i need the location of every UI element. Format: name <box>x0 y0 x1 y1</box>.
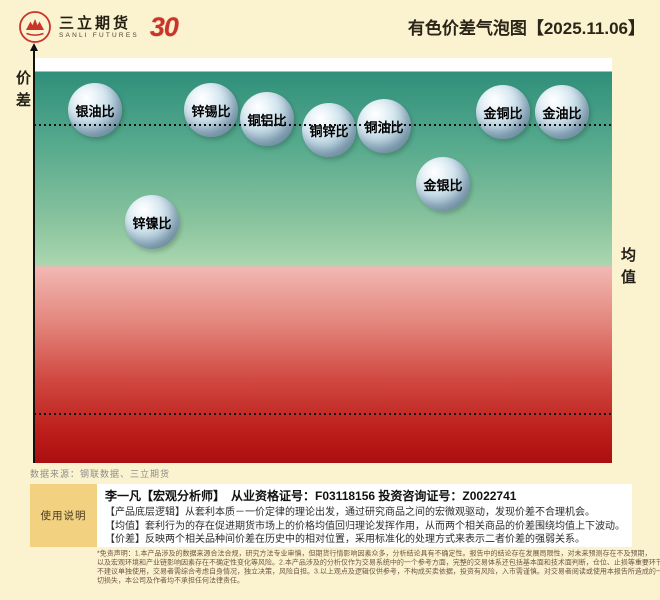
disclaimer-line: 切损失，本公司及作者均不承担任何法律责任。 <box>97 577 244 585</box>
bubble-label: 金银比 <box>423 177 463 193</box>
disclaimer-line: 以及宏观环境和产业链影响因素存在不确定性变化等风险。2.本产品涉及的分析仅作为交… <box>97 558 660 567</box>
bubble-金铜比: 金铜比 <box>476 85 530 139</box>
lower-reference-line <box>34 413 612 415</box>
bubble-label: 锌锡比 <box>191 103 231 119</box>
disclaimer-line: 不建议单独使用，交易者需综合考虑自身情况，独立决策，风险自担。3.以上观点及逻辑… <box>97 567 660 576</box>
bubble-铜铝比: 铜铝比 <box>240 92 294 146</box>
bubble-锌镍比: 锌镍比 <box>125 195 179 249</box>
bubble-label: 锌镍比 <box>132 215 172 231</box>
logo: 三立期货 SANLI FUTURES 30 <box>18 10 179 44</box>
bubble-银油比: 银油比 <box>68 83 122 137</box>
y-axis-line <box>30 43 38 463</box>
axis-arrow-icon <box>30 43 38 51</box>
upper-mean-reference-line <box>34 124 612 126</box>
disclaimer-line: *免责声明：1.本产品涉及的数据来源合法合规，研究方法专业审慎，但期货行情影响因… <box>97 549 652 558</box>
logo-30-text: 30 <box>149 11 179 42</box>
bubble-label: 铜铝比 <box>247 112 287 128</box>
bubble-label: 铜锌比 <box>309 123 349 139</box>
bubble-铜油比: 铜油比 <box>357 99 411 153</box>
note-mean: 【均值】套利行为的存在促进期货市场上的价格均值回归理论发挥作用，从而两个相关商品… <box>105 520 625 532</box>
logo-name-en: SANLI FUTURES <box>59 31 139 39</box>
logo-30th-anniversary-icon: 30 <box>149 11 179 43</box>
logo-name-cn: 三立期货 <box>59 14 132 32</box>
note-spread: 【价差】反映两个相关品种间价差在历史中的相对位置，采用标准化的处理方式来表示二者… <box>105 534 585 545</box>
right-axis-label: 均值 <box>619 247 636 291</box>
y-axis-label: 价差 <box>14 70 31 114</box>
usage-notes-body: 李一凡【宏观分析师】 从业资格证号：F03118156 投资咨询证号：Z0022… <box>97 484 632 547</box>
logo-mountain-icon <box>19 11 51 43</box>
bubble-label: 铜油比 <box>364 119 404 135</box>
disclaimer: *免责声明：1.本产品涉及的数据来源合法合规，研究方法专业审慎，但期货行情影响因… <box>97 549 660 585</box>
plot-area: 银油比 锌锡比 铜铝比铜锌比 铜油比 金铜比 金油比金银比锌镍比 <box>34 58 612 463</box>
page-title: 有色价差气泡图【2025.11.06】 <box>407 19 645 38</box>
bubble-label: 金油比 <box>542 105 582 121</box>
bubble-金油比: 金油比 <box>535 85 589 139</box>
usage-notes-tab: 使用说明 <box>30 484 97 547</box>
bubble-锌锡比: 锌锡比 <box>184 83 238 137</box>
bubble-label: 金铜比 <box>483 105 523 121</box>
logo-text: 三立期货 SANLI FUTURES <box>59 15 139 40</box>
bubble-金银比: 金银比 <box>416 157 470 211</box>
data-source: 数据来源：钢联数据、三立期货 <box>30 469 171 479</box>
bubble-铜锌比: 铜锌比 <box>302 103 356 157</box>
analyst-credentials: 李一凡【宏观分析师】 从业资格证号：F03118156 投资咨询证号：Z0022… <box>105 489 517 503</box>
usage-notes-panel: 使用说明 李一凡【宏观分析师】 从业资格证号：F03118156 投资咨询证号：… <box>30 484 632 547</box>
note-product-logic: 【产品底层逻辑】从套利本质－一价定律的理论出发，通过研究商品之间的宏微观驱动，发… <box>105 507 595 518</box>
bubble-label: 银油比 <box>75 103 115 119</box>
